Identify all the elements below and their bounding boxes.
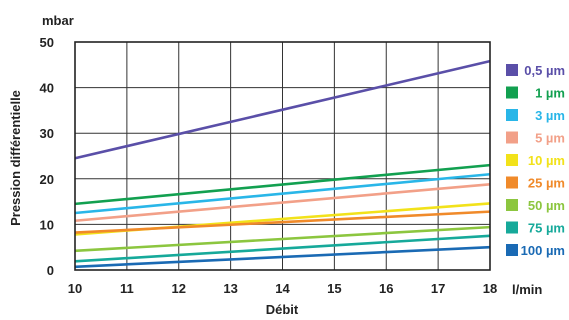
series-line [74, 245, 491, 269]
x-tick-label: 12 [172, 281, 186, 296]
legend-label: 10 µm [528, 153, 565, 168]
x-tick-label: 15 [327, 281, 341, 296]
legend-label: 5 µm [535, 131, 565, 146]
x-tick-label: 13 [223, 281, 237, 296]
series-line [74, 234, 491, 263]
x-axis-title: Débit [266, 302, 299, 317]
series-line [74, 163, 491, 206]
y-tick-label: 30 [40, 126, 54, 141]
x-unit-label: l/min [512, 282, 542, 297]
series-line [74, 182, 491, 223]
x-tick-label: 14 [275, 281, 290, 296]
legend-swatch [506, 176, 518, 189]
legend-swatch [506, 64, 518, 76]
x-tick-label: 17 [431, 281, 445, 296]
legend-label: 50 µm [528, 198, 565, 213]
legend: 0,5 µm 1 µm 3 µm 5 µm 10 µm 25 µm 50 µm 75 µm 10… [506, 63, 565, 258]
legend-swatch [506, 221, 518, 234]
series-line [74, 172, 491, 215]
y-unit-label: mbar [42, 13, 74, 28]
legend-swatch [506, 86, 518, 99]
series-line [74, 59, 491, 160]
series-line [74, 225, 491, 253]
legend-label: 75 µm [528, 221, 565, 236]
legend-label: 1 µm [535, 86, 565, 101]
y-axis-title: Pression différentielle [8, 90, 23, 226]
y-tick-label: 40 [40, 81, 54, 96]
y-ticks: 0 10 20 30 40 50 [40, 35, 54, 278]
x-tick-label: 10 [68, 281, 82, 296]
legend-label: 3 µm [535, 108, 565, 123]
series-lines [74, 59, 491, 269]
y-tick-label: 20 [40, 172, 54, 187]
legend-swatch [506, 199, 518, 211]
x-tick-label: 11 [120, 281, 134, 296]
y-tick-label: 0 [47, 263, 54, 278]
legend-label: 0,5 µm [524, 63, 565, 78]
series-line [74, 210, 491, 234]
legend-swatch [506, 244, 518, 256]
legend-swatch [506, 109, 518, 121]
y-tick-label: 10 [40, 217, 54, 232]
legend-label: 25 µm [528, 176, 565, 191]
x-ticks: 10 11 12 13 14 15 16 17 18 [68, 281, 497, 296]
x-tick-label: 16 [379, 281, 393, 296]
y-tick-label: 50 [40, 35, 54, 50]
legend-swatch [506, 131, 518, 144]
plot-frame [74, 41, 491, 271]
x-tick-label: 18 [483, 281, 497, 296]
legend-swatch [506, 154, 518, 166]
legend-label: 100 µm [521, 243, 565, 258]
